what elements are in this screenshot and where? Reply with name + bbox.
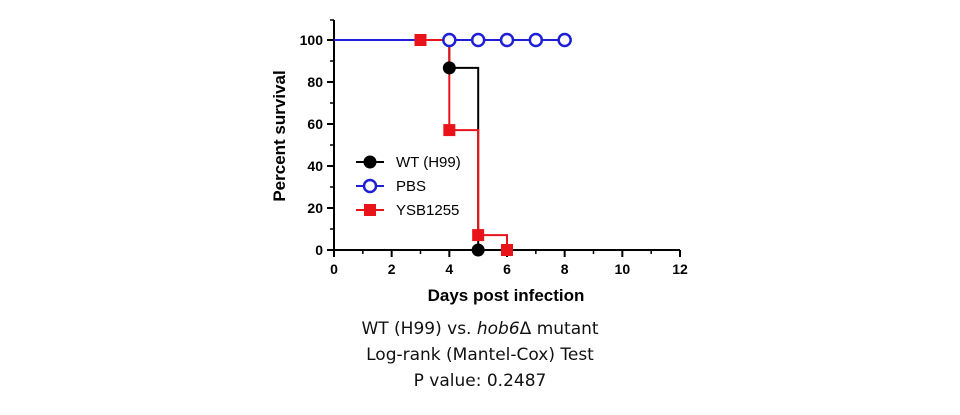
caption-gene-name: hob6 <box>476 319 520 339</box>
data-point-pbs <box>470 32 486 48</box>
data-point-pbs <box>499 32 515 48</box>
legend-label: WT (H99) <box>396 154 461 171</box>
legend-label: YSB1255 <box>396 202 459 219</box>
y-tick-label: 40 <box>307 158 323 174</box>
data-point-ysb1255 <box>501 244 513 256</box>
legend-label: PBS <box>396 178 426 195</box>
y-tick-label: 20 <box>307 200 323 216</box>
caption-comparison-suffix: Δ mutant <box>519 319 599 339</box>
data-point-ysb1255 <box>472 229 485 242</box>
chart-legend: WT (H99) PBS YSB1255 <box>356 154 461 219</box>
caption-comparison-prefix: WT (H99) vs. <box>361 319 477 339</box>
legend-marker <box>364 204 376 216</box>
series-points <box>414 32 572 257</box>
x-tick-label: 0 <box>330 261 338 277</box>
legend-marker <box>363 155 377 169</box>
x-tick-label: 8 <box>561 261 569 277</box>
caption-p-value: P value: 0.2487 <box>413 371 547 391</box>
y-tick-label: 80 <box>307 74 323 90</box>
legend-marker <box>362 178 378 194</box>
x-axis-label: Days post infection <box>428 286 585 305</box>
y-tick-label: 100 <box>300 32 324 48</box>
data-point-ysb1255 <box>414 34 427 46</box>
y-axis-label: Percent survival <box>270 70 289 201</box>
data-point-wt-h99 <box>471 243 485 257</box>
chart-axes: 0 2 4 6 8 10 12 0 20 40 60 80 100 <box>300 19 688 277</box>
data-point-ysb1255 <box>443 124 456 137</box>
data-point-pbs <box>528 32 544 48</box>
data-point-pbs <box>557 32 572 48</box>
x-tick-label: 2 <box>388 261 396 277</box>
x-tick-label: 10 <box>615 261 631 277</box>
y-tick-label: 60 <box>307 116 323 132</box>
x-tick-label: 6 <box>503 261 511 277</box>
data-point-wt-h99 <box>442 61 456 75</box>
caption-test-name: Log-rank (Mantel-Cox) Test <box>366 345 594 365</box>
caption-comparison: WT (H99) vs. hob6Δ mutant <box>0 318 960 340</box>
x-tick-label: 4 <box>445 261 453 277</box>
y-tick-label: 0 <box>315 242 323 258</box>
x-tick-label: 12 <box>672 261 688 277</box>
data-point-pbs <box>442 32 457 48</box>
